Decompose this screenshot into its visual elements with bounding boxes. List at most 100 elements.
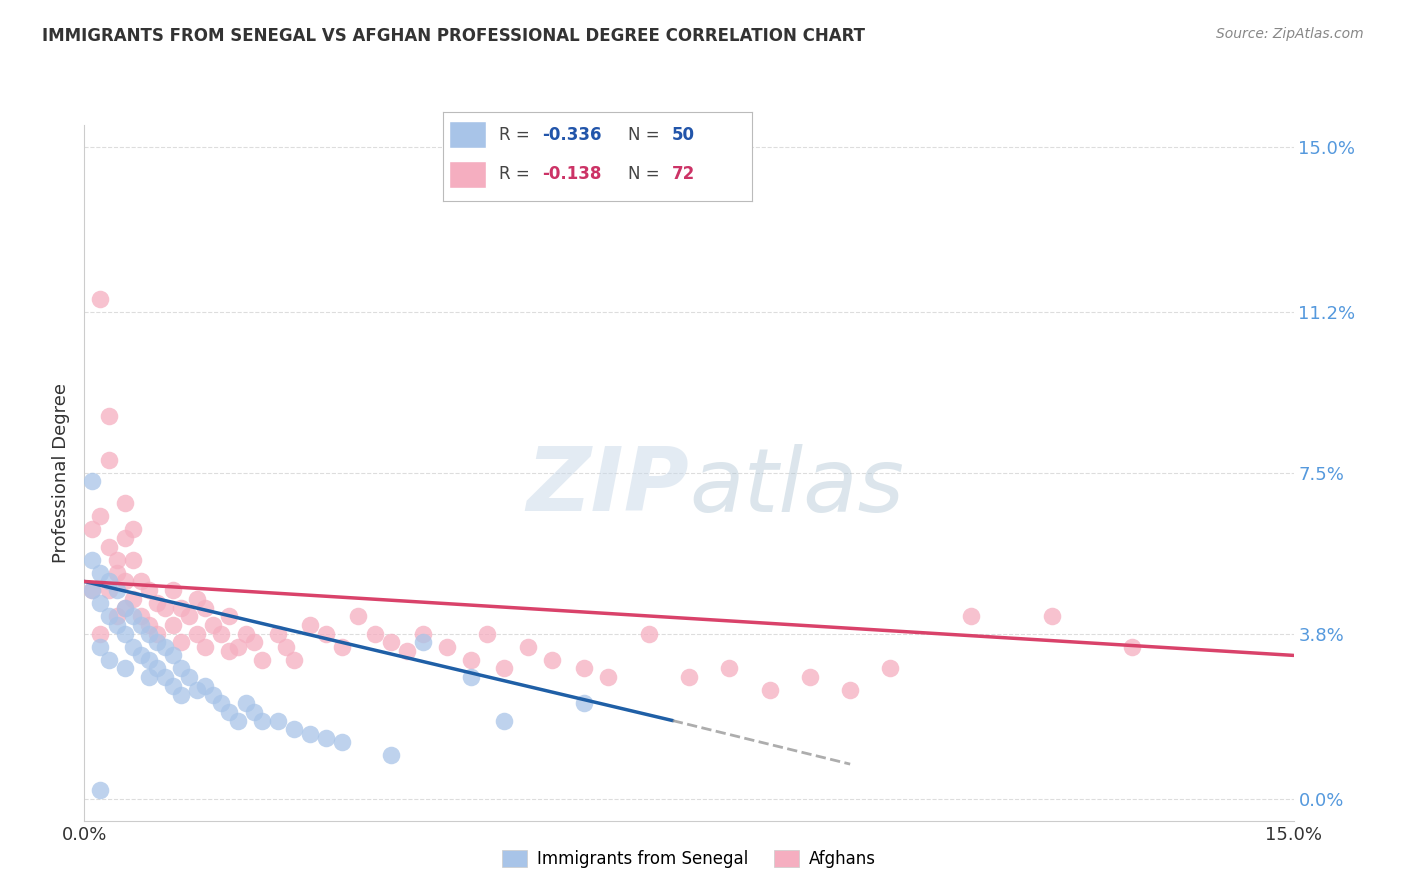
Point bbox=[162, 648, 184, 663]
Point bbox=[97, 409, 120, 424]
Point bbox=[121, 552, 143, 567]
Point bbox=[121, 522, 143, 536]
Point bbox=[97, 653, 120, 667]
FancyBboxPatch shape bbox=[449, 121, 486, 148]
Point bbox=[105, 566, 128, 580]
Point bbox=[758, 683, 780, 698]
Point bbox=[960, 609, 983, 624]
Point bbox=[226, 640, 249, 654]
Point bbox=[114, 496, 136, 510]
Point bbox=[637, 626, 659, 640]
Point bbox=[412, 635, 434, 649]
Point bbox=[209, 696, 232, 710]
Point bbox=[114, 574, 136, 589]
Legend: Immigrants from Senegal, Afghans: Immigrants from Senegal, Afghans bbox=[496, 844, 882, 875]
Point bbox=[114, 600, 136, 615]
Point bbox=[250, 653, 273, 667]
Point bbox=[121, 640, 143, 654]
Point bbox=[82, 522, 104, 536]
Point bbox=[436, 640, 458, 654]
Point bbox=[879, 661, 901, 675]
Point bbox=[598, 670, 620, 684]
Point bbox=[121, 591, 143, 606]
Text: 50: 50 bbox=[672, 126, 695, 144]
Point bbox=[121, 609, 143, 624]
Point bbox=[460, 670, 482, 684]
Point bbox=[138, 653, 160, 667]
Point bbox=[477, 626, 499, 640]
Point bbox=[105, 583, 128, 598]
Point bbox=[250, 714, 273, 728]
Point bbox=[162, 679, 184, 693]
Point bbox=[380, 748, 402, 763]
Point bbox=[492, 661, 515, 675]
Point bbox=[572, 696, 595, 710]
Text: Source: ZipAtlas.com: Source: ZipAtlas.com bbox=[1216, 27, 1364, 41]
Point bbox=[114, 600, 136, 615]
Point bbox=[315, 626, 337, 640]
Point bbox=[97, 574, 120, 589]
Point bbox=[170, 600, 193, 615]
Point bbox=[97, 609, 120, 624]
Point bbox=[162, 583, 184, 598]
Point bbox=[541, 653, 564, 667]
Point bbox=[138, 583, 160, 598]
Point bbox=[395, 644, 418, 658]
Point bbox=[186, 626, 208, 640]
Point bbox=[186, 591, 208, 606]
Point bbox=[89, 509, 111, 524]
Point bbox=[799, 670, 821, 684]
Point bbox=[235, 626, 257, 640]
Point bbox=[274, 640, 297, 654]
FancyBboxPatch shape bbox=[449, 161, 486, 188]
Point bbox=[170, 661, 193, 675]
Text: -0.138: -0.138 bbox=[541, 165, 602, 183]
Point bbox=[129, 574, 152, 589]
Point bbox=[89, 783, 111, 797]
Point bbox=[1040, 609, 1063, 624]
Point bbox=[97, 583, 120, 598]
Point bbox=[299, 618, 322, 632]
Point bbox=[380, 635, 402, 649]
Point bbox=[89, 292, 111, 306]
Point bbox=[242, 705, 264, 719]
Text: R =: R = bbox=[499, 165, 534, 183]
Point bbox=[218, 705, 240, 719]
Y-axis label: Professional Degree: Professional Degree bbox=[52, 383, 70, 563]
Point bbox=[179, 609, 201, 624]
Point bbox=[202, 618, 225, 632]
Point bbox=[146, 596, 169, 610]
Point bbox=[82, 583, 104, 598]
Point bbox=[267, 714, 290, 728]
Point bbox=[138, 670, 160, 684]
Point bbox=[718, 661, 741, 675]
Text: -0.336: -0.336 bbox=[541, 126, 602, 144]
Point bbox=[138, 626, 160, 640]
Point bbox=[460, 653, 482, 667]
Text: atlas: atlas bbox=[689, 443, 904, 530]
Point bbox=[97, 452, 120, 467]
Text: IMMIGRANTS FROM SENEGAL VS AFGHAN PROFESSIONAL DEGREE CORRELATION CHART: IMMIGRANTS FROM SENEGAL VS AFGHAN PROFES… bbox=[42, 27, 865, 45]
Point bbox=[412, 626, 434, 640]
Point bbox=[89, 640, 111, 654]
Point bbox=[138, 618, 160, 632]
Point bbox=[105, 609, 128, 624]
Point bbox=[194, 679, 217, 693]
Text: ZIP: ZIP bbox=[526, 443, 689, 530]
Point bbox=[242, 635, 264, 649]
Point bbox=[194, 640, 217, 654]
Point bbox=[283, 653, 305, 667]
Text: N =: N = bbox=[628, 126, 665, 144]
Point bbox=[146, 661, 169, 675]
Point bbox=[315, 731, 337, 745]
Point bbox=[218, 609, 240, 624]
Point bbox=[82, 475, 104, 489]
Point bbox=[330, 640, 353, 654]
Point bbox=[89, 596, 111, 610]
Point bbox=[283, 723, 305, 737]
Point bbox=[89, 626, 111, 640]
Point bbox=[492, 714, 515, 728]
Point bbox=[105, 618, 128, 632]
Point bbox=[129, 648, 152, 663]
Point bbox=[82, 552, 104, 567]
